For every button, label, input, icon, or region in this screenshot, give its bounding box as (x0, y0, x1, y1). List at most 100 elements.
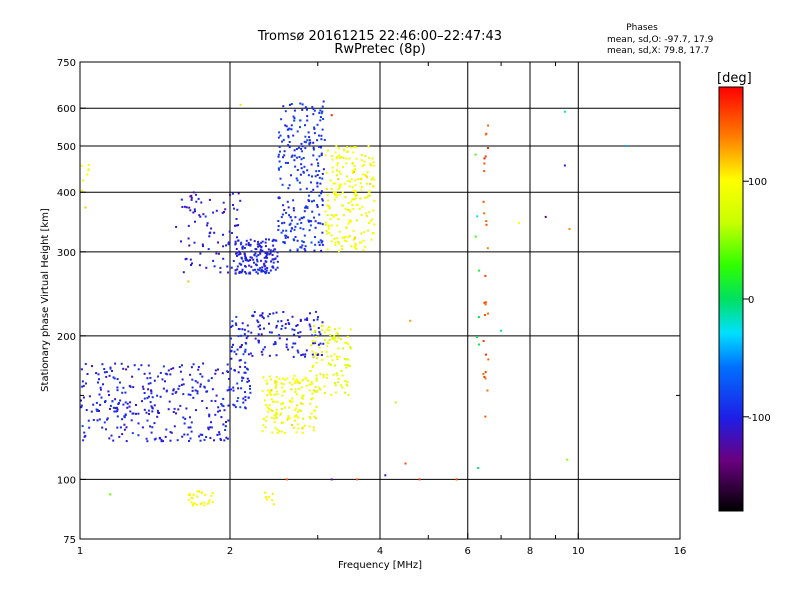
data-point (310, 163, 313, 166)
colorbar-ticks: 100 0 -100 (743, 177, 771, 424)
data-point (296, 415, 299, 418)
data-point (484, 133, 487, 136)
data-point (346, 381, 349, 384)
data-point (241, 328, 244, 331)
data-point (238, 262, 241, 265)
data-point (283, 242, 286, 245)
data-point (238, 271, 241, 274)
data-point (328, 329, 331, 332)
data-point (303, 248, 306, 250)
data-point (286, 200, 289, 203)
data-point (314, 390, 317, 393)
data-point (316, 182, 319, 185)
data-point (328, 206, 331, 209)
data-point (354, 236, 356, 238)
data-point (141, 400, 143, 403)
data-point (156, 415, 159, 418)
data-point (334, 328, 336, 331)
data-point (350, 220, 353, 223)
data-point (288, 184, 291, 187)
data-point (313, 249, 316, 252)
data-point (146, 377, 149, 380)
data-point (239, 252, 242, 255)
data-point (315, 377, 318, 380)
data-point (274, 415, 277, 418)
data-point (337, 377, 340, 380)
data-point (326, 194, 329, 197)
data-point (166, 373, 169, 376)
data-point (199, 385, 202, 388)
legend-title: Phases (626, 23, 658, 33)
data-point (210, 421, 212, 424)
data-point (311, 353, 314, 356)
data-point (149, 401, 152, 404)
data-point (340, 183, 343, 186)
data-point (337, 381, 340, 384)
data-point (371, 157, 374, 160)
data-point (477, 316, 480, 319)
data-point (224, 425, 227, 428)
data-point (275, 375, 278, 378)
data-point (280, 327, 283, 330)
data-point (228, 388, 231, 391)
data-point (297, 410, 300, 413)
data-point (98, 410, 100, 412)
data-point (253, 254, 256, 257)
data-point (235, 315, 238, 318)
data-point (293, 149, 296, 152)
data-point (340, 156, 343, 159)
data-point (288, 146, 291, 149)
data-point (287, 134, 290, 137)
data-point (82, 396, 85, 399)
data-point (252, 269, 255, 272)
data-point (96, 419, 99, 422)
data-point (208, 415, 211, 418)
data-point (207, 428, 210, 431)
data-point (183, 422, 186, 425)
data-point (216, 433, 219, 436)
data-point (308, 389, 311, 392)
data-point (129, 410, 132, 413)
data-point (229, 367, 232, 370)
data-point (346, 335, 349, 338)
data-point (153, 422, 156, 425)
data-point (257, 245, 260, 248)
data-point (321, 324, 324, 327)
data-point (271, 258, 274, 261)
data-point (326, 248, 329, 251)
data-point (334, 151, 337, 154)
data-point (372, 185, 375, 188)
data-point (304, 141, 307, 144)
data-point (293, 239, 296, 242)
data-point (332, 191, 335, 194)
data-point (311, 334, 313, 337)
data-point (300, 354, 303, 357)
data-point (172, 367, 175, 370)
data-point (321, 198, 324, 201)
data-point (294, 216, 297, 219)
data-point (261, 249, 264, 252)
data-point (483, 157, 486, 160)
data-point (112, 376, 115, 379)
data-point (320, 325, 323, 328)
data-point (272, 503, 275, 506)
data-point (95, 408, 98, 411)
data-point (147, 388, 150, 391)
data-point (315, 310, 317, 313)
data-point (282, 156, 284, 159)
data-point (341, 204, 344, 207)
data-point (116, 426, 119, 429)
data-point (95, 401, 98, 404)
data-point (284, 432, 286, 435)
data-point (82, 384, 85, 387)
data-point (286, 377, 289, 380)
data-point (338, 230, 341, 233)
data-point (312, 113, 315, 116)
y-tick-label: 500 (57, 142, 76, 153)
data-point (234, 406, 237, 409)
data-point (150, 431, 153, 434)
data-point (302, 171, 305, 174)
data-point (265, 253, 268, 256)
data-point (294, 236, 297, 238)
data-point (299, 318, 302, 321)
